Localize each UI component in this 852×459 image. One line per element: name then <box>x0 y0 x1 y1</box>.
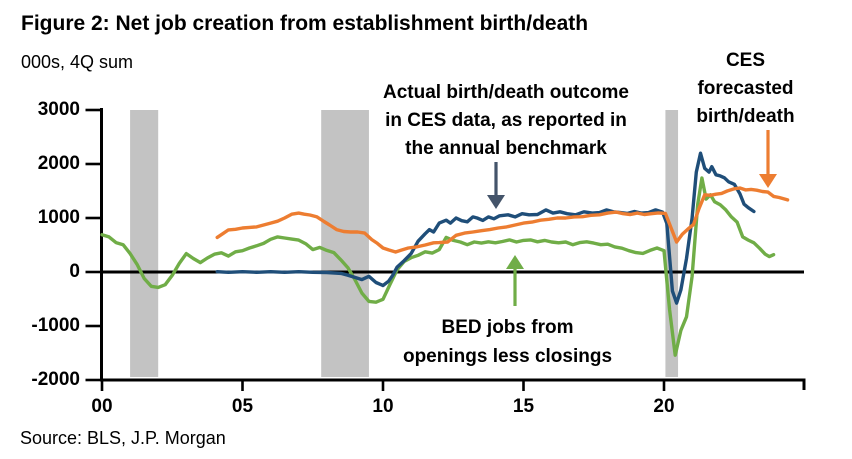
actual-arrow-head <box>487 195 505 209</box>
annotation-actual-benchmark: Actual birth/death outcome in CES data, … <box>383 82 629 159</box>
forecast-arrow-head <box>759 174 777 188</box>
x-tick-label: 00 <box>91 396 113 417</box>
x-tick-label: 10 <box>372 396 394 417</box>
y-tick-label: 0 <box>69 261 80 282</box>
x-tick-label: 15 <box>512 396 535 417</box>
series-line-forecast <box>215 186 790 254</box>
y-tick-label: -2000 <box>31 369 80 390</box>
chart-title: Figure 2: Net job creation from establis… <box>21 12 589 35</box>
bed-arrow-head <box>506 255 524 269</box>
x-tick-label: 20 <box>653 396 675 417</box>
chart-units-label: 000s, 4Q sum <box>21 52 134 72</box>
recession-band <box>130 110 159 377</box>
y-tick-label: 3000 <box>37 99 80 120</box>
y-tick-label: 1000 <box>37 207 80 228</box>
source-note: Source: BLS, J.P. Morgan <box>20 428 226 448</box>
annotation-ces-forecast: CES forecasted birth/death <box>696 50 795 127</box>
series-line-actual <box>215 151 756 305</box>
x-tick-label: 05 <box>231 396 254 417</box>
recession-band <box>321 110 369 377</box>
y-tick-label: 2000 <box>37 153 80 174</box>
y-tick-label: -1000 <box>31 315 80 336</box>
series-line-bed <box>100 176 776 357</box>
annotation-bed-jobs: BED jobs from openings less closings <box>402 317 613 367</box>
